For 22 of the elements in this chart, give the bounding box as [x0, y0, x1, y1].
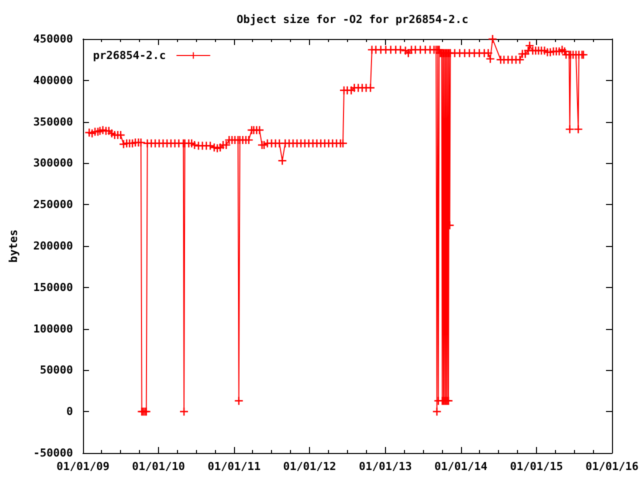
y-axis-title: bytes — [7, 229, 20, 263]
y-tick-label: 300000 — [33, 156, 73, 170]
y-tick-label: 200000 — [33, 240, 73, 252]
legend-label: pr26854-2.c — [92, 49, 166, 62]
y-tick-label: 400000 — [33, 74, 73, 87]
x-tick-label: 01/01/09 — [56, 460, 110, 473]
y-tick-label: -50000 — [33, 446, 73, 460]
x-tick-label: 01/01/10 — [132, 460, 186, 473]
x-tick-label: 01/01/16 — [586, 460, 639, 473]
y-tick-label: 150000 — [33, 280, 73, 294]
x-tick-label: 01/01/12 — [283, 460, 336, 473]
y-tick-label: 350000 — [33, 115, 73, 128]
x-tick-label: 01/01/13 — [358, 460, 412, 473]
y-tick-label: 0 — [66, 405, 73, 418]
y-tick-label: 450000 — [33, 32, 73, 46]
chart-title: Object size for -O2 for pr26854-2.c — [236, 13, 468, 26]
x-tick-label: 01/01/15 — [510, 460, 563, 473]
x-tick-label: 01/01/11 — [208, 460, 261, 473]
x-tick-label: 01/01/14 — [434, 460, 488, 473]
y-tick-label: 50000 — [40, 364, 73, 377]
y-tick-label: 250000 — [33, 198, 73, 212]
y-tick-label: 100000 — [33, 322, 73, 336]
